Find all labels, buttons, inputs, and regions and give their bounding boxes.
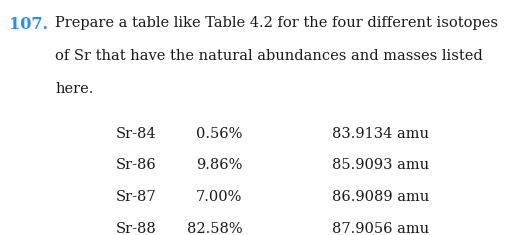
- Text: Sr-84: Sr-84: [116, 127, 157, 141]
- Text: 107.: 107.: [9, 16, 48, 33]
- Text: Sr-86: Sr-86: [116, 158, 157, 172]
- Text: 0.56%: 0.56%: [196, 127, 242, 141]
- Text: 9.86%: 9.86%: [196, 158, 242, 172]
- Text: Sr-87: Sr-87: [116, 190, 157, 204]
- Text: 86.9089 amu: 86.9089 amu: [332, 190, 430, 204]
- Text: Sr-88: Sr-88: [116, 222, 157, 235]
- Text: 85.9093 amu: 85.9093 amu: [332, 158, 429, 172]
- Text: Prepare a table like Table 4.2 for the four different isotopes: Prepare a table like Table 4.2 for the f…: [55, 16, 499, 31]
- Text: 83.9134 amu: 83.9134 amu: [332, 127, 429, 141]
- Text: 87.9056 amu: 87.9056 amu: [332, 222, 429, 235]
- Text: 82.58%: 82.58%: [187, 222, 242, 235]
- Text: 7.00%: 7.00%: [196, 190, 242, 204]
- Text: here.: here.: [55, 82, 94, 96]
- Text: of Sr that have the natural abundances and masses listed: of Sr that have the natural abundances a…: [55, 49, 483, 63]
